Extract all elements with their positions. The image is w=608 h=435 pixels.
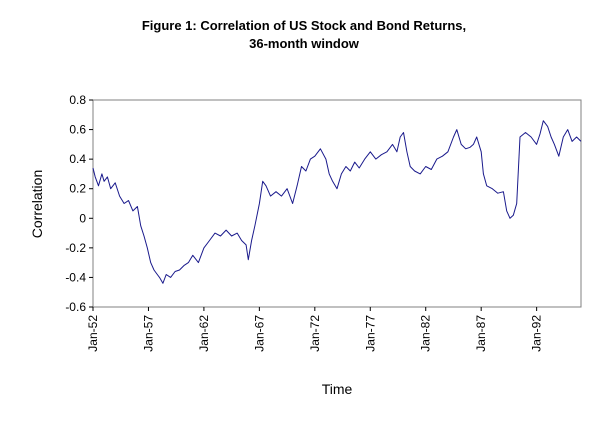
chart-title: Figure 1: Correlation of US Stock and Bo… xyxy=(0,17,608,53)
y-tick-label: -0.4 xyxy=(65,270,86,284)
y-tick-label: 0 xyxy=(79,211,86,225)
x-tick-label: Jan-72 xyxy=(308,315,322,352)
x-axis-label: Time xyxy=(322,381,353,397)
x-tick-label: Jan-87 xyxy=(474,315,488,352)
chart-title-line2: 36-month window xyxy=(249,36,359,51)
y-tick-label: 0.8 xyxy=(69,93,86,107)
x-tick-label: Jan-77 xyxy=(363,315,377,352)
y-tick-label: 0.2 xyxy=(69,182,86,196)
x-tick-label: Jan-82 xyxy=(419,315,433,352)
y-tick-label: -0.6 xyxy=(65,300,86,314)
y-axis-ticks: 0.8 0.6 0.4 0.2 0 -0.2 -0.4 -0.6 xyxy=(65,93,93,314)
plot-area-frame xyxy=(92,99,582,308)
x-tick-label: Jan-57 xyxy=(141,315,155,352)
x-tick-label: Jan-92 xyxy=(530,315,544,352)
x-tick-label: Jan-62 xyxy=(197,315,211,352)
y-tick-label: -0.2 xyxy=(65,241,86,255)
series-layer xyxy=(92,120,582,284)
series-line-0 xyxy=(92,120,582,284)
y-tick-label: 0.4 xyxy=(69,152,86,166)
y-tick-label: 0.6 xyxy=(69,123,86,137)
x-axis-ticks: Jan-52 Jan-57 Jan-62 Jan-67 Jan-72 Jan-77 Jan-… xyxy=(86,307,544,352)
x-tick-label: Jan-52 xyxy=(86,315,100,352)
chart-title-line1: Figure 1: Correlation of US Stock and Bo… xyxy=(141,18,467,33)
y-axis-label: Correlation xyxy=(29,170,45,238)
x-tick-label: Jan-67 xyxy=(252,315,266,352)
